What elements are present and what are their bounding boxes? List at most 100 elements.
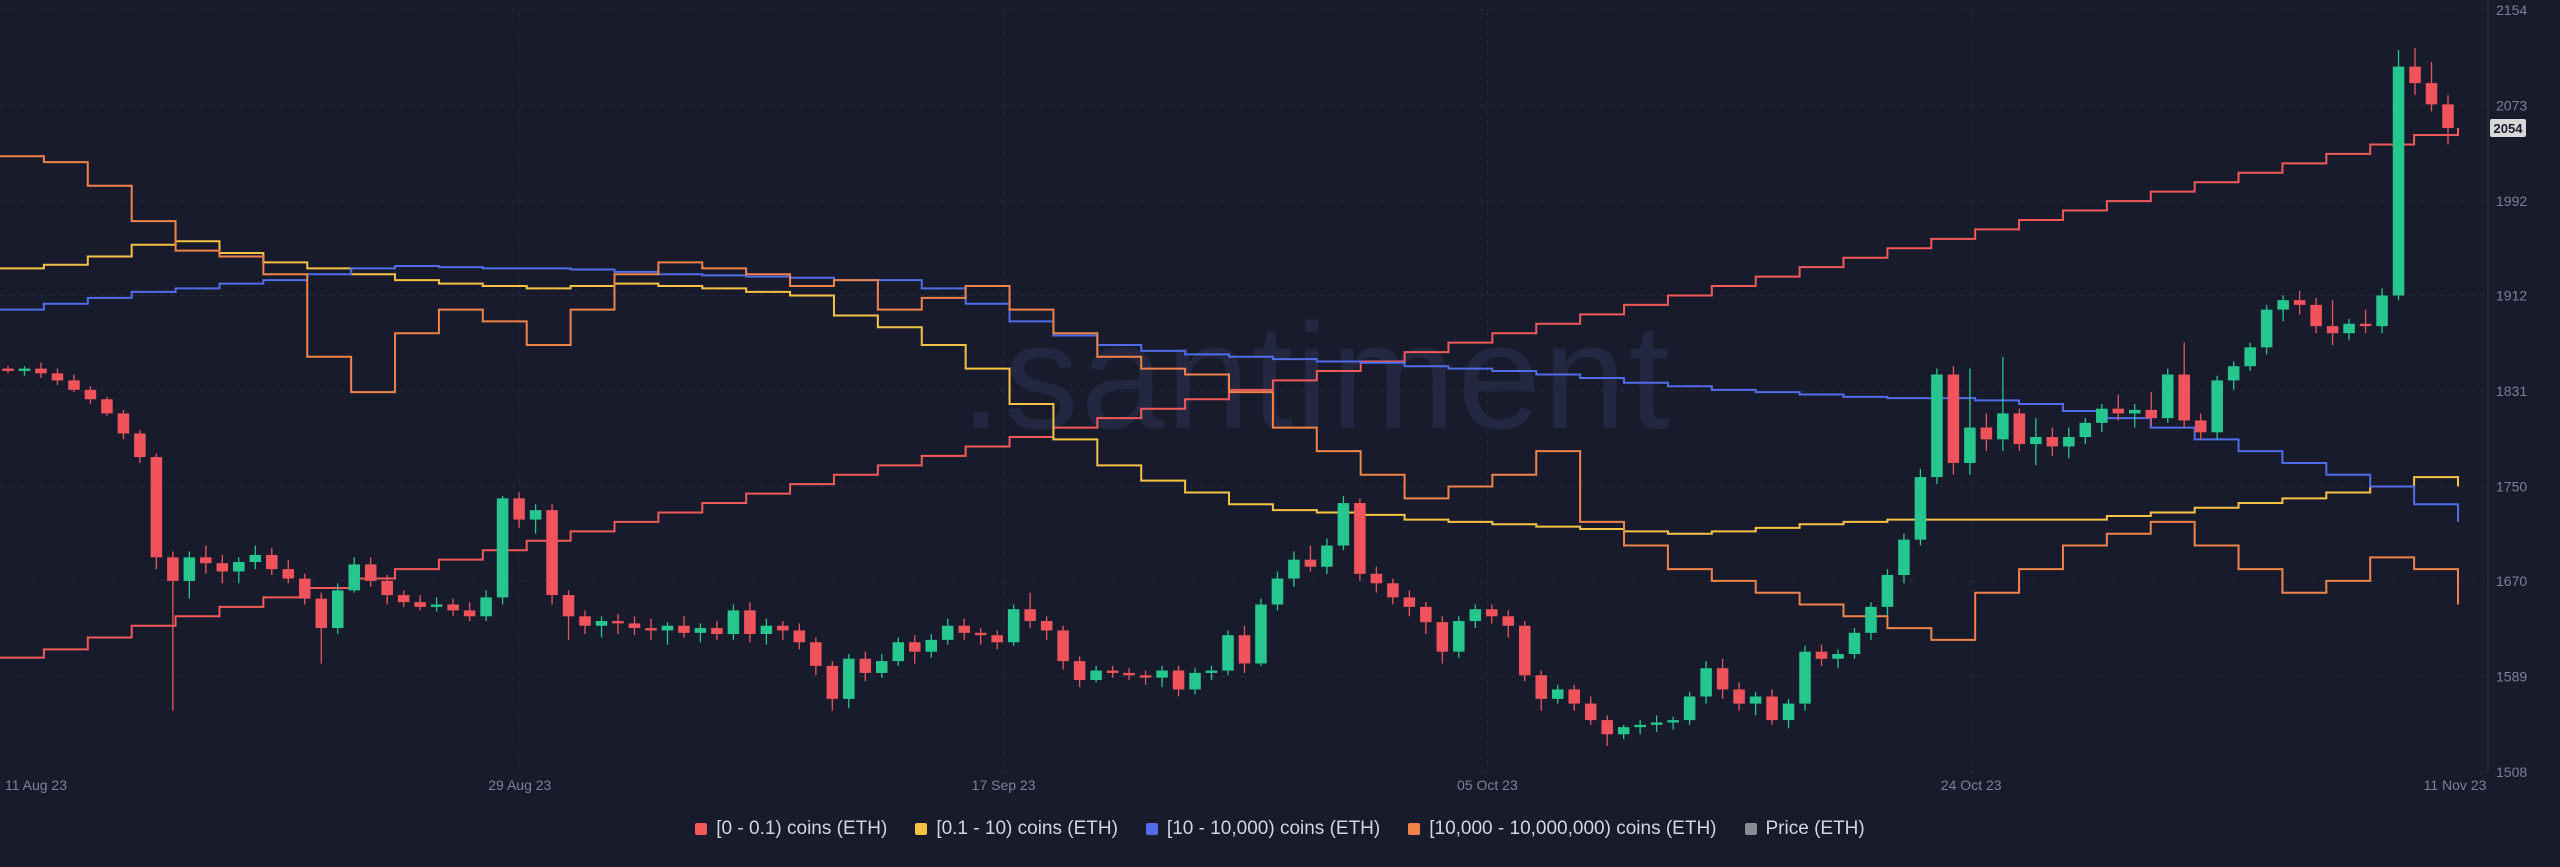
candle-body (364, 564, 377, 581)
candle-body (430, 604, 443, 607)
candle-body (2096, 408, 2108, 423)
candle-body (51, 373, 64, 381)
candle-body (1832, 654, 1844, 659)
candle-body (1815, 651, 1828, 659)
candle-body (2178, 374, 2190, 421)
candle-body (711, 628, 723, 634)
candle-body (1865, 606, 1877, 633)
y-tick-label: 2073 (2496, 98, 2527, 114)
candle-body (1205, 670, 1218, 673)
candle-body (2392, 66, 2405, 296)
candle-body (2442, 104, 2454, 128)
candle-body (117, 413, 130, 434)
candle-body (579, 616, 591, 626)
candle-body (1024, 609, 1036, 622)
candle-body (1733, 689, 1745, 704)
legend-item-mid-holders[interactable]: [10 - 10,000) coins (ETH) (1145, 818, 1380, 840)
candle-body (331, 590, 344, 629)
candle-body (1156, 670, 1168, 678)
candle-body (480, 597, 492, 617)
candle-body (908, 642, 921, 652)
candle-body (2063, 437, 2075, 447)
candle-body (1387, 583, 1399, 598)
candle-body (2128, 409, 2141, 414)
candle-body (2211, 380, 2223, 433)
current-price-label: 2054 (2494, 121, 2524, 136)
legend-item-small-holders[interactable]: [0 - 0.1) coins (ETH) (695, 818, 887, 840)
candle-body (925, 639, 938, 652)
price-chart: 1508 1589 1670 1750 1831 1912 1992 2073 2154 11 A… (0, 0, 2527, 793)
candle-body (826, 665, 839, 699)
candle-body (1535, 675, 1548, 699)
y-tick-label: 1589 (2496, 668, 2527, 684)
candle-body (1436, 622, 1449, 652)
chart-legend: [0 - 0.1) coins (ETH) [0.1 - 10) coins (… (0, 818, 2560, 840)
candle-body (645, 628, 657, 631)
candle-body (1601, 720, 1613, 735)
candle-body (694, 628, 707, 633)
candle-body (1980, 427, 1993, 440)
candle-body (974, 632, 987, 636)
candle-body (2079, 422, 2092, 438)
candle-body (892, 642, 905, 662)
candle-body (1766, 696, 1778, 721)
candle-body (84, 389, 97, 400)
candle-body (134, 433, 146, 458)
legend-item-price[interactable]: Price (ETH) (1744, 818, 1865, 840)
candle-body (2227, 366, 2240, 381)
candle-body (1222, 635, 1234, 671)
legend-item-retail-holders[interactable]: [0.1 - 10) coins (ETH) (915, 818, 1118, 840)
candle-body (1007, 609, 1020, 643)
candle-body (348, 564, 360, 591)
candle-body (1700, 668, 1712, 697)
candle-body (397, 595, 410, 603)
candle-body (1172, 670, 1185, 690)
candle-body (2376, 295, 2388, 327)
candle-body (727, 610, 740, 634)
candle-body (2425, 83, 2438, 105)
candle-body (1057, 630, 1069, 662)
candle-body (1469, 609, 1482, 622)
candle-body (1288, 559, 1300, 579)
candle-body (463, 610, 476, 617)
x-tick-label: 05 Oct 23 (1457, 777, 1518, 793)
candle-body (1304, 559, 1317, 567)
x-tick-label: 11 Nov 23 (2424, 777, 2487, 793)
candle-body (513, 498, 525, 520)
candle-body (1255, 604, 1267, 664)
candle-body (958, 625, 970, 633)
candle-body (249, 554, 262, 563)
candle-body (628, 623, 641, 629)
candle-body (2343, 323, 2355, 334)
candle-body (612, 621, 624, 624)
candle-body (1931, 374, 1943, 478)
candle-body (546, 510, 558, 596)
legend-swatch (695, 823, 708, 835)
candle-body (1486, 609, 1498, 617)
candle-body (282, 569, 295, 579)
candle-body (266, 554, 278, 570)
candle-body (216, 563, 229, 572)
candle-body (1914, 477, 1927, 540)
candle-body (793, 630, 806, 643)
legend-item-whale-holders[interactable]: [10,000 - 10,000,000) coins (ETH) (1408, 818, 1717, 840)
candle-body (1238, 635, 1251, 664)
candle-body (381, 580, 393, 596)
candle-body (1321, 545, 1333, 567)
candle-body (35, 368, 47, 374)
candle-body (1420, 606, 1432, 623)
legend-swatch (1145, 823, 1158, 835)
candle-body (18, 368, 31, 371)
candle-body (2161, 374, 2174, 419)
candle-body (2277, 300, 2289, 310)
candle-body (315, 598, 328, 629)
candle-body (2310, 304, 2322, 327)
x-tick-label: 11 Aug 23 (5, 777, 67, 793)
candle-body (167, 557, 179, 581)
candle-body (1848, 632, 1861, 655)
candle-body (2409, 66, 2421, 84)
candle-body (2112, 408, 2125, 414)
candle-body (2260, 309, 2273, 348)
candle-body (1123, 672, 1135, 676)
candle-body (810, 642, 822, 666)
